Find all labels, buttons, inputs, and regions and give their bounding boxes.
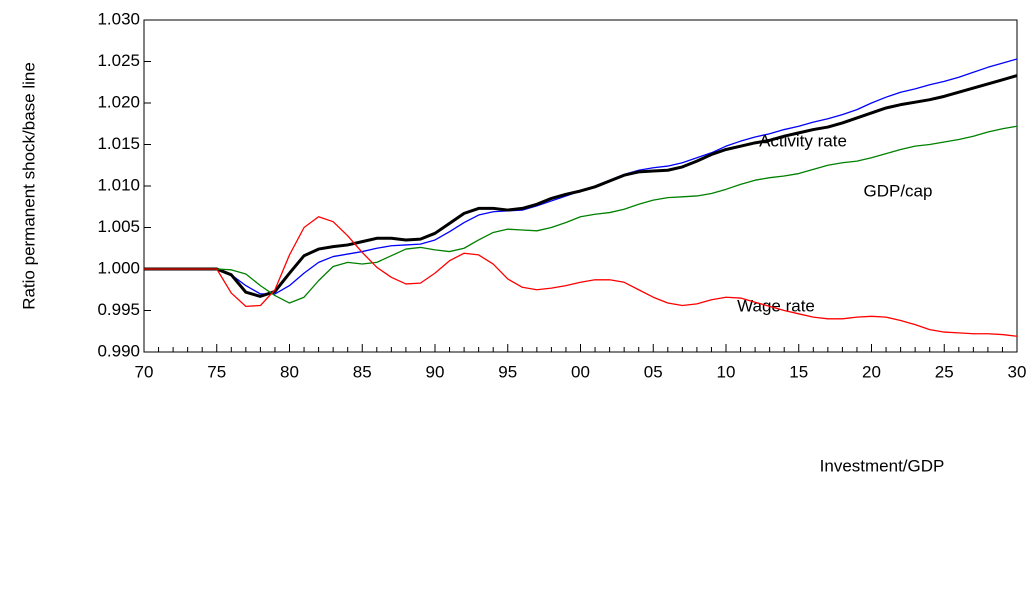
x-tick-label: 70 xyxy=(135,362,154,381)
x-tick-label: 05 xyxy=(644,362,663,381)
y-tick-label: 1.010 xyxy=(97,175,140,194)
y-tick-label: 1.005 xyxy=(97,217,140,236)
x-tick-label: 90 xyxy=(426,362,445,381)
series-line xyxy=(144,216,1018,337)
x-tick-label: 25 xyxy=(935,362,954,381)
series-line xyxy=(144,74,1018,298)
x-tick-label: 00 xyxy=(571,362,590,381)
x-tick-label: 80 xyxy=(280,362,299,381)
x-tick-label: 75 xyxy=(207,362,226,381)
x-tick-label: 85 xyxy=(353,362,372,381)
y-tick-label: 1.015 xyxy=(97,134,140,153)
y-tick-label: 1.025 xyxy=(97,51,140,70)
x-tick-label: 30 xyxy=(1008,362,1027,381)
x-tick-label: 15 xyxy=(789,362,808,381)
series-line xyxy=(144,58,1018,295)
y-axis-label: Ratio permanent shock/base line xyxy=(19,62,38,310)
x-tick-label: 10 xyxy=(717,362,736,381)
x-tick-label: 20 xyxy=(862,362,881,381)
series-label: Investment/GDP xyxy=(820,456,945,475)
series-label: Wage rate xyxy=(737,296,815,315)
y-tick-label: 0.990 xyxy=(97,341,140,360)
series-line xyxy=(144,125,1018,304)
series-label: GDP/cap xyxy=(864,181,933,200)
y-tick-label: 1.000 xyxy=(97,258,140,277)
x-tick-label: 95 xyxy=(498,362,517,381)
y-tick-label: 0.995 xyxy=(97,300,140,319)
y-tick-label: 1.020 xyxy=(97,92,140,111)
y-tick-label: 1.030 xyxy=(97,9,140,28)
